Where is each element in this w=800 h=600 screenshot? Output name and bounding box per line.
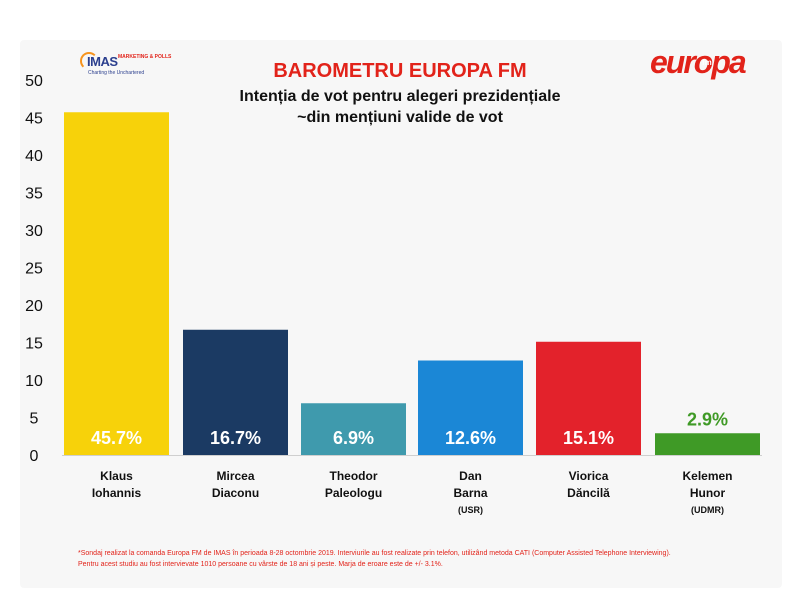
bar <box>301 403 406 455</box>
category-label-line-2: Dăncilă <box>567 486 610 500</box>
y-tick-label: 45 <box>25 111 43 128</box>
category-label-line-1: Mircea <box>216 469 254 483</box>
footnote-line-1: *Sondaj realizat la comanda Europa FM de… <box>78 550 671 557</box>
category-label-line-1: Dan <box>459 469 482 483</box>
y-tick-label: 50 <box>25 73 43 90</box>
category-label-line-1: Theodor <box>330 469 378 483</box>
footnote-line-2: Pentru acest studiu au fost intervievate… <box>78 561 443 568</box>
europa-fm-logo-fm: fm <box>702 58 712 67</box>
imas-logo-name: IMAS <box>87 54 118 69</box>
subtitle-line-1: Intenția de vot pentru alegeri prezidenț… <box>239 88 561 105</box>
y-tick-label: 30 <box>25 223 43 240</box>
category-label-note: (UDMR) <box>691 505 724 515</box>
imas-logo-subtitle: MARKETING & POLLS <box>118 54 172 60</box>
imas-swoosh-icon <box>80 52 98 70</box>
category-label-line-2: Barna <box>453 486 487 500</box>
europa-fm-logo: europa <box>650 44 747 80</box>
bar <box>655 433 760 455</box>
bar-value-label: 2.9% <box>687 409 728 429</box>
bar <box>418 360 523 455</box>
category-label-line-1: Kelemen <box>682 469 732 483</box>
y-tick-label: 10 <box>25 373 43 390</box>
bar <box>536 341 641 455</box>
footnote: *Sondaj realizat la comanda Europa FM de… <box>78 548 718 570</box>
category-label-line-2: Paleologu <box>325 486 382 500</box>
bar <box>64 112 169 455</box>
imas-logo-tagline: Charting the Unchartered <box>88 70 145 76</box>
y-tick-label: 40 <box>25 148 43 165</box>
chart-subtitle: Intenția de vot pentru alegeri prezidenț… <box>180 86 620 128</box>
y-tick-label: 25 <box>25 261 43 278</box>
category-label-line-2: Iohannis <box>92 486 142 500</box>
subtitle-line-2: ~din mențiuni valide de vot <box>297 109 503 126</box>
category-label-line-2: Hunor <box>690 486 726 500</box>
category-label-line-2: Diaconu <box>212 486 259 500</box>
y-tick-label: 35 <box>25 186 43 203</box>
category-label-line-1: Klaus <box>100 469 133 483</box>
bar-value-label: 16.7% <box>210 428 261 448</box>
chart-title: BAROMETRU EUROPA FM <box>273 60 527 82</box>
bar-value-label: 12.6% <box>445 428 496 448</box>
category-label-line-1: Viorica <box>569 469 609 483</box>
bar <box>183 329 288 455</box>
y-tick-label: 20 <box>25 298 43 315</box>
bar-value-label: 15.1% <box>563 428 614 448</box>
bar-value-label: 45.7% <box>91 428 142 448</box>
y-tick-label: 0 <box>30 448 39 465</box>
bar-value-label: 6.9% <box>333 428 374 448</box>
y-tick-label: 15 <box>25 336 43 353</box>
y-tick-label: 5 <box>30 411 39 428</box>
category-label-note: (USR) <box>458 505 483 515</box>
